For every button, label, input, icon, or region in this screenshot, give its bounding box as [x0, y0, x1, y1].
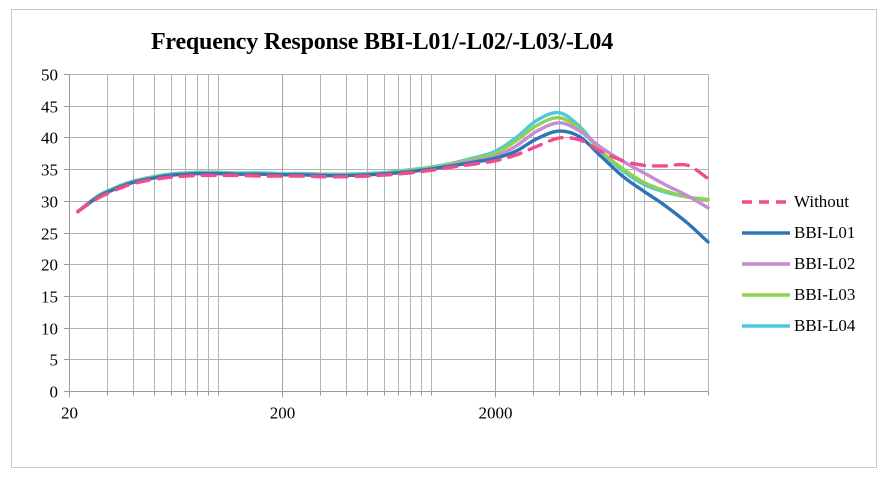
chart-plot: 0 5 10 15 20 25 30 35 40 45 50 20 200 2000 Without BB…	[41, 66, 856, 423]
chart-legend: Without BBI-L01 BBI-L02 BBI-L03 BBI-L04	[742, 192, 856, 335]
legend-label: BBI-L02	[794, 254, 855, 273]
series-line-bbi-l01	[76, 129, 710, 244]
legend-label: BBI-L01	[794, 223, 855, 242]
y-axis-tick-label: 40	[41, 129, 58, 148]
legend-item-bbi-l01[interactable]: BBI-L01	[742, 223, 855, 242]
axis-lines	[64, 73, 710, 398]
y-axis-tick-label: 20	[41, 256, 58, 275]
y-axis-tick-label: 5	[50, 351, 59, 370]
y-axis-tick-label: 25	[41, 225, 58, 244]
data-series-group	[76, 110, 710, 244]
y-axis-tick-label: 35	[41, 161, 58, 180]
x-axis-tick-labels: 20 200 2000	[61, 404, 513, 423]
legend-item-bbi-l02[interactable]: BBI-L02	[742, 254, 855, 273]
legend-item-bbi-l03[interactable]: BBI-L03	[742, 285, 855, 304]
y-axis-tick-labels: 0 5 10 15 20 25 30 35 40 45 50	[41, 66, 58, 402]
legend-item-without[interactable]: Without	[742, 192, 849, 211]
x-axis-tick-label: 20	[61, 404, 78, 423]
chart-title: Frequency Response BBI-L01/-L02/-L03/-L0…	[150, 29, 614, 55]
legend-item-bbi-l04[interactable]: BBI-L04	[742, 316, 856, 335]
y-axis-tick-label: 45	[41, 98, 58, 117]
chart-container: Frequency Response BBI-L01/-L02/-L03/-L0…	[11, 9, 877, 468]
y-axis-tick-label: 0	[50, 383, 59, 402]
x-axis-tick-label: 200	[270, 404, 296, 423]
grid-lines	[68, 74, 709, 392]
legend-label: BBI-L04	[794, 316, 856, 335]
y-axis-tick-label: 30	[41, 193, 58, 212]
legend-label: Without	[794, 192, 849, 211]
y-axis-tick-label: 50	[41, 66, 58, 85]
y-axis-tick-label: 10	[41, 320, 58, 339]
y-axis-tick-label: 15	[41, 288, 58, 307]
series-line-without	[76, 135, 710, 214]
legend-label: BBI-L03	[794, 285, 855, 304]
x-axis-tick-label: 2000	[479, 404, 513, 423]
